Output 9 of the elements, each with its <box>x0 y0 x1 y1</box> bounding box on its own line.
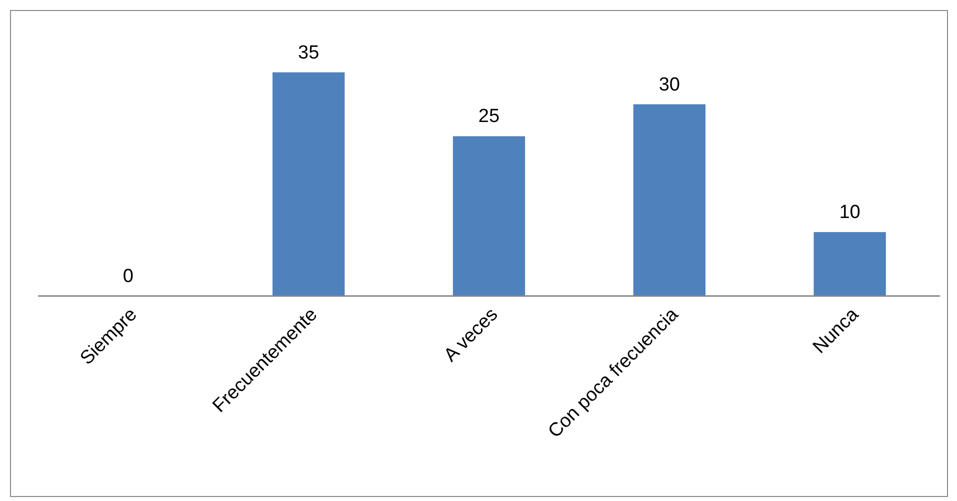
data-label: 25 <box>478 106 500 128</box>
bar <box>272 72 345 296</box>
bar <box>814 232 886 296</box>
data-label: 0 <box>122 266 134 287</box>
bar <box>452 136 526 296</box>
bar <box>633 104 706 296</box>
data-label: 10 <box>839 202 860 224</box>
data-label: 30 <box>658 74 680 96</box>
data-label: 35 <box>298 42 320 64</box>
